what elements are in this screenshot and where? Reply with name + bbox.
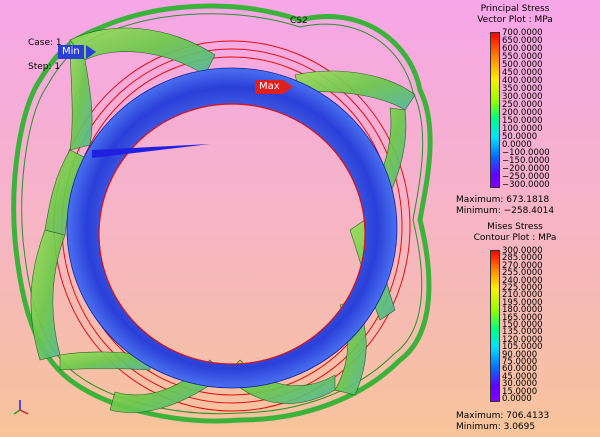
principal-legend-title-line1: Principal Stress bbox=[480, 4, 550, 14]
principal-tick-label: 700.0000 bbox=[502, 28, 543, 38]
principal-legend-title: Principal Stress Vector Plot : MPa bbox=[440, 4, 590, 26]
principal-tick-label: 0.0000 bbox=[502, 140, 532, 150]
mises-tick-label: 210.0000 bbox=[502, 290, 543, 301]
min-vector-needle bbox=[92, 144, 210, 158]
mises-tick-label: 270.0000 bbox=[502, 260, 543, 271]
mises-legend-title-line2: Contour Plot : MPa bbox=[473, 233, 557, 243]
max-tag: Max bbox=[255, 80, 284, 94]
mises-tick-label: 105.0000 bbox=[502, 342, 543, 353]
mises-tick-label: 180.0000 bbox=[502, 305, 543, 316]
cs-label: CS2 bbox=[290, 16, 308, 26]
principal-tick-label: 200.0000 bbox=[502, 108, 543, 118]
mises-tick-label: 60.0000 bbox=[502, 364, 538, 375]
min-tag: Min bbox=[58, 45, 84, 59]
mises-tick-label: 120.0000 bbox=[502, 334, 543, 345]
mises-legend-title-line1: Mises Stress bbox=[487, 222, 543, 232]
principal-tick-label: 500.0000 bbox=[502, 60, 543, 70]
mises-tick-label: 15.0000 bbox=[502, 386, 538, 397]
principal-tick-label: 300.0000 bbox=[502, 92, 543, 102]
mises-tick-label: 90.0000 bbox=[502, 349, 538, 360]
mises-tick-label: 240.0000 bbox=[502, 275, 543, 286]
mises-tick-label: 150.0000 bbox=[502, 320, 543, 330]
principal-tick-label: 550.0000 bbox=[502, 52, 543, 62]
mises-tick-label: 285.0000 bbox=[502, 253, 543, 264]
mises-tick-label: 135.0000 bbox=[502, 327, 543, 338]
principal-tick-label: 400.0000 bbox=[502, 76, 543, 86]
principal-legend-title-line2: Vector Plot : MPa bbox=[477, 15, 553, 25]
mises-legend-title: Mises Stress Contour Plot : MPa bbox=[440, 222, 590, 244]
principal-minimum: Minimum: −258.4014 bbox=[456, 206, 555, 216]
principal-tick-label: −250.0000 bbox=[502, 172, 550, 182]
principal-tick-label: 150.0000 bbox=[502, 116, 543, 126]
mises-tick-label: 225.0000 bbox=[502, 283, 543, 293]
mises-colorbar bbox=[490, 250, 500, 402]
ring-inner-red-edge bbox=[98, 103, 366, 365]
mises-tick-label: 30.0000 bbox=[502, 379, 538, 390]
min-tag-arrow bbox=[86, 45, 96, 59]
principal-tick-label: 650.0000 bbox=[502, 36, 543, 46]
principal-tick-label: 50.0000 bbox=[502, 132, 538, 142]
principal-tick-label: −300.0000 bbox=[502, 180, 550, 190]
principal-tick-label: −150.0000 bbox=[502, 156, 550, 166]
principal-tick-label: 100.0000 bbox=[502, 124, 543, 134]
stress-ring bbox=[66, 67, 398, 389]
mises-tick-label: 75.0000 bbox=[502, 357, 538, 367]
step-label: Step: 1 bbox=[28, 62, 61, 72]
case-label: Case: 1 bbox=[28, 38, 62, 48]
principal-colorbar bbox=[490, 32, 500, 188]
principal-tick-label: 250.0000 bbox=[502, 100, 543, 110]
principal-tick-label: −100.0000 bbox=[502, 148, 550, 158]
axis-triad bbox=[13, 400, 29, 415]
mises-tick-label: 0.0000 bbox=[502, 394, 532, 404]
principal-tick-label: 350.0000 bbox=[502, 84, 543, 94]
mises-tick-label: 165.0000 bbox=[502, 312, 543, 323]
mises-tick-label: 300.0000 bbox=[502, 246, 543, 256]
mises-tick-label: 195.0000 bbox=[502, 297, 543, 308]
principal-maximum: Maximum: 673.1818 bbox=[456, 195, 550, 205]
principal-tick-label: 450.0000 bbox=[502, 68, 543, 78]
principal-tick-label: 600.0000 bbox=[502, 44, 543, 54]
mises-minimum: Minimum: 3.0695 bbox=[456, 422, 536, 432]
mises-tick-label: 45.0000 bbox=[502, 371, 538, 382]
stent-struts bbox=[30, 27, 416, 413]
max-tag-arrow bbox=[283, 80, 293, 94]
principal-tick-label: −200.0000 bbox=[502, 164, 550, 174]
mises-tick-label: 255.0000 bbox=[502, 268, 543, 279]
mises-maximum: Maximum: 706.4133 bbox=[456, 411, 550, 421]
